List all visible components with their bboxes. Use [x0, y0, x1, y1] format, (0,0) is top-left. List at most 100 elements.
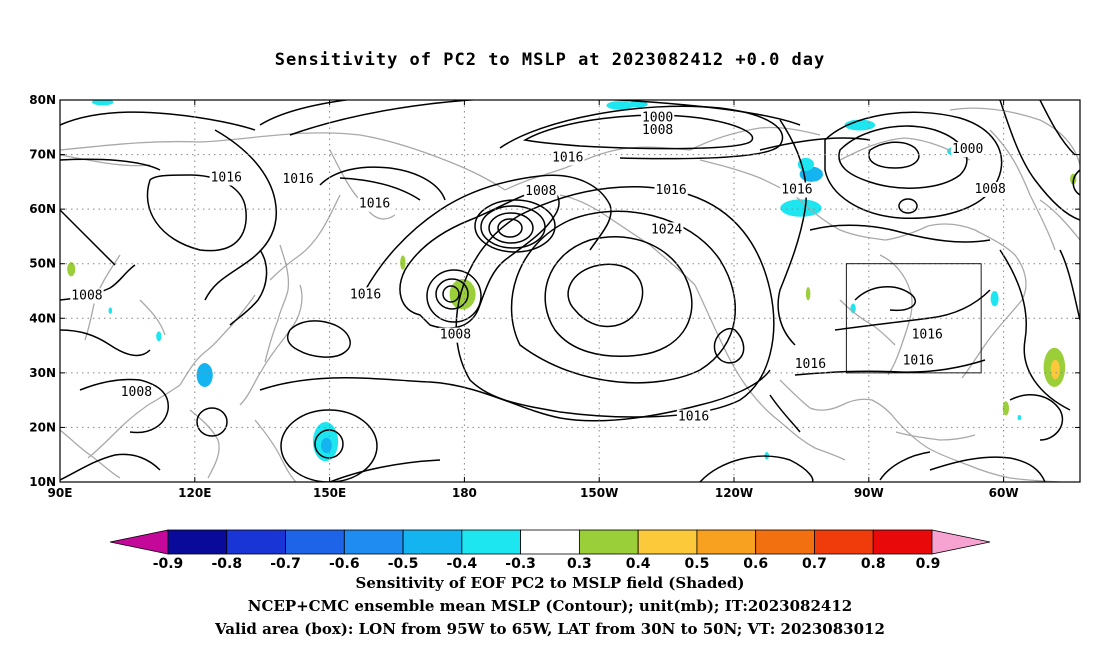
colorbar-cell: [696, 529, 757, 555]
shaded-region: [990, 291, 999, 307]
lon-label: 120E: [178, 486, 211, 500]
colorbar-label: 0.9: [916, 556, 941, 572]
lon-label: 180: [452, 486, 477, 500]
shaded-region: [1017, 414, 1022, 421]
contour-label-bg: [676, 409, 711, 425]
shaded-region: [449, 278, 476, 310]
colorbar-label: -0.8: [211, 556, 242, 572]
contour-label-bg: [119, 384, 154, 400]
lat-label: 70N: [29, 148, 56, 162]
shaded-region: [67, 262, 76, 277]
colorbar-cell: [872, 529, 933, 555]
shaded-region: [844, 119, 876, 131]
shaded-region: [400, 255, 406, 270]
colorbar-cell: [343, 529, 404, 555]
coastlines: [60, 107, 1080, 482]
contour-label: 1000: [642, 110, 673, 125]
contour-label: 1016: [359, 197, 390, 212]
contour-label-bg: [640, 123, 675, 139]
contour-label: 1008: [974, 182, 1005, 197]
contour-label: 1008: [71, 288, 102, 303]
shaded-region: [627, 101, 648, 108]
colorbar-cell: [578, 529, 639, 555]
contour-label: 1016: [903, 353, 934, 368]
colorbar-label: 0.6: [743, 556, 768, 572]
shaded-region: [1050, 359, 1060, 380]
shaded-region: [1002, 401, 1010, 416]
shaded-region: [91, 100, 114, 106]
map-title: Sensitivity of PC2 to MSLP at 2023082412…: [274, 50, 826, 70]
axis-labels: 90E 120E 150E 180 150W 120W 90W 60W 80N 70N 60N 50N…: [29, 93, 1080, 500]
shaded-region: [196, 363, 213, 388]
contour-label-bg: [357, 196, 392, 212]
colorbar: -0.9 -0.8 -0.7 -0.6 -0.5 -0.4 -0.3 0.3 0.4 0.5 0.6…: [109, 529, 991, 572]
colorbar-cell: [520, 529, 580, 555]
contour-label: 1008: [525, 184, 556, 199]
contour-label: 1016: [282, 172, 313, 187]
contour-label: 1016: [552, 150, 583, 165]
contour-label: 1016: [912, 328, 943, 343]
contour-label-bg: [649, 222, 684, 238]
shaded-region: [156, 331, 162, 342]
colorbar-label: -0.6: [329, 556, 360, 572]
shaded-region: [321, 437, 332, 454]
contour-label-bg: [793, 357, 828, 373]
lat-label: 80N: [29, 93, 56, 107]
shaded-region: [606, 101, 634, 110]
lat-label: 50N: [29, 257, 56, 271]
contour-label-bg: [910, 327, 944, 343]
colorbar-label: -0.5: [388, 556, 419, 572]
contour-label-bg: [780, 182, 814, 198]
lat-label: 20N: [29, 420, 56, 434]
shaded-region: [108, 307, 113, 314]
colorbar-label: 0.3: [567, 556, 592, 572]
colorbar-label: -0.4: [447, 556, 478, 572]
contour-label: 1016: [678, 410, 709, 425]
contour-label: 1024: [651, 222, 682, 237]
sensitivity-shading: [67, 100, 1077, 462]
lon-label: 90E: [48, 486, 73, 500]
contour-label-bg: [209, 170, 243, 186]
contour-label: 1008: [642, 123, 673, 138]
lon-label: 60W: [989, 486, 1019, 500]
caption-valid-area: Valid area (box): LON from 95W to 65W, L…: [215, 620, 885, 638]
colorbar-low-extend: [109, 529, 169, 555]
contour-label: 1000: [952, 142, 983, 157]
colorbar-cell: [814, 529, 874, 555]
colorbar-cell: [285, 529, 345, 555]
colorbar-label: 0.7: [802, 556, 827, 572]
contour-label-bg: [654, 183, 688, 199]
contour-label-bg: [640, 110, 675, 126]
valid-box-rect: [845, 263, 982, 374]
contour-label-bg: [951, 142, 985, 158]
colorbar-label: -0.9: [153, 556, 184, 572]
colorbar-label: 0.4: [626, 556, 651, 572]
colorbar-label: 0.5: [685, 556, 710, 572]
shaded-region: [780, 199, 822, 217]
caption-shaded: Sensitivity of EOF PC2 to MSLP field (Sh…: [355, 574, 745, 592]
contour-label: 1016: [781, 182, 812, 197]
contour-label: 1016: [350, 287, 381, 302]
contour-label-bg: [551, 150, 585, 166]
colorbar-label: 0.8: [861, 556, 886, 572]
shaded-region: [805, 287, 811, 301]
contour-label-bg: [901, 353, 935, 369]
contour-label: 1016: [795, 357, 826, 372]
lat-label: 30N: [29, 366, 56, 380]
contour-label-bg: [348, 287, 383, 303]
caption-contour: NCEP+CMC ensemble mean MSLP (Contour); u…: [247, 597, 853, 615]
contour-label: 1008: [440, 328, 471, 343]
contour-label-bg: [524, 184, 558, 200]
lat-label: 40N: [29, 311, 56, 325]
map-frame: [59, 99, 1081, 483]
contour-label: 1016: [211, 170, 242, 185]
contour-label-bg: [438, 327, 473, 343]
contour-label-bg: [973, 181, 1007, 197]
colorbar-label: -0.3: [505, 556, 536, 572]
colorbar-high-extend: [931, 529, 991, 555]
colorbar-cell: [226, 529, 286, 555]
lat-label: 10N: [29, 475, 56, 489]
colorbar-cell: [461, 529, 522, 555]
